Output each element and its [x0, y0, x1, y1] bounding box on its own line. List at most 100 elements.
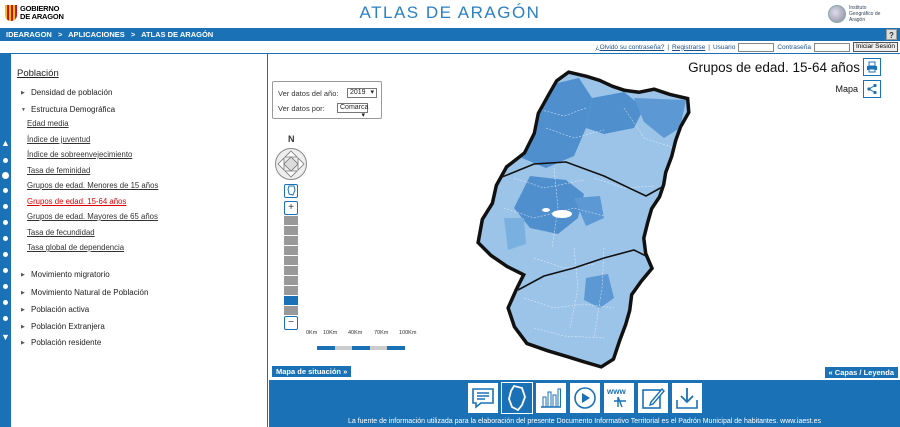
map-icon[interactable]: [501, 382, 533, 414]
footer-toolbar: www La fuente de información utilizada p…: [269, 380, 900, 427]
aragon-shield-icon: [5, 5, 17, 21]
breadcrumb-item-aplicaciones[interactable]: APLICACIONES: [68, 30, 125, 39]
password-label: Contraseña: [777, 43, 811, 51]
breadcrumb: IDEARAGON > APLICACIONES > ATLAS DE ARAG…: [0, 28, 900, 41]
north-label: N: [288, 134, 295, 144]
instituto-geografico-logo[interactable]: Instituto Geográfico de Aragón: [828, 3, 890, 25]
login-button[interactable]: Iniciar Sesión: [852, 42, 898, 52]
zoom-slider-step[interactable]: [284, 256, 298, 265]
zoom-slider-step[interactable]: [284, 286, 298, 295]
data-options-panel: Ver datos del año: 2019 ▾ Ver datos por: …: [272, 81, 382, 119]
zoom-slider-step[interactable]: [284, 226, 298, 235]
sidebar-link-edad-media[interactable]: Edad media: [27, 119, 69, 128]
breadcrumb-item-idearagon[interactable]: IDEARAGON: [6, 30, 52, 39]
map-subtitle: Mapa: [835, 84, 858, 94]
password-input[interactable]: [813, 42, 850, 52]
sidebar-item-poblacion-activa[interactable]: ▶ Población activa: [21, 305, 90, 314]
caret-right-icon: ▶: [21, 289, 25, 296]
tool-row: www: [467, 382, 703, 414]
layers-legend-button[interactable]: « Capas / Leyenda: [824, 367, 898, 378]
sidebar-scroll-rail: ▲ ▼: [0, 54, 11, 427]
by-label: Ver datos por:: [278, 104, 325, 113]
sidebar-item-poblacion-extranjera[interactable]: ▶ Población Extranjera: [21, 322, 105, 331]
sidebar-item-movimiento-migratorio[interactable]: ▶ Movimiento migratorio: [21, 270, 110, 279]
caret-right-icon: ▶: [21, 339, 25, 346]
zoom-slider[interactable]: [284, 216, 298, 315]
zoom-slider-step[interactable]: [284, 216, 298, 225]
aragon-map[interactable]: [474, 68, 704, 372]
edit-icon[interactable]: [637, 382, 669, 414]
rail-dot[interactable]: [3, 236, 8, 241]
forgot-password-link[interactable]: ¿Olvidó su contraseña?: [595, 43, 665, 51]
sidebar-link-tasa-fecundidad[interactable]: Tasa de fecundidad: [27, 228, 95, 237]
scroll-down-icon[interactable]: ▼: [1, 332, 10, 342]
sidebar-link-tasa-feminidad[interactable]: Tasa de feminidad: [27, 166, 91, 175]
rail-dot[interactable]: [3, 268, 8, 273]
app-title: ATLAS DE ARAGÓN: [359, 3, 541, 22]
sidebar-link-menores-15[interactable]: Grupos de edad. Menores de 15 años: [27, 181, 159, 190]
caret-right-icon: ▶: [21, 271, 25, 278]
zoom-slider-step[interactable]: [284, 276, 298, 285]
zoom-extent-icon[interactable]: [284, 184, 298, 198]
scale-label: 40Km: [348, 330, 363, 336]
zoom-slider-step[interactable]: [284, 306, 298, 315]
svg-text:www: www: [606, 387, 626, 396]
user-input[interactable]: [738, 42, 775, 52]
caret-down-icon: ▼: [21, 106, 26, 113]
inst-logo-line3: Aragón: [849, 17, 866, 23]
sidebar-link-indice-sobreenvejecimiento[interactable]: Índice de sobreenvejecimiento: [27, 150, 133, 159]
sidebar-link-15-64[interactable]: Grupos de edad. 15-64 años: [27, 197, 127, 206]
zoom-out-button[interactable]: −: [284, 316, 298, 330]
zoom-slider-step[interactable]: [284, 246, 298, 255]
by-select[interactable]: Comarca ▾: [337, 103, 368, 119]
caret-right-icon: ▶: [21, 89, 25, 96]
help-button[interactable]: ?: [886, 29, 897, 40]
breadcrumb-item-atlas[interactable]: ATLAS DE ARAGÓN: [141, 30, 214, 39]
map-title: Grupos de edad. 15-64 años: [688, 60, 860, 75]
print-icon[interactable]: [863, 58, 881, 76]
rail-dot[interactable]: [3, 220, 8, 225]
play-icon[interactable]: [569, 382, 601, 414]
inst-logo-line1: Instituto: [849, 5, 867, 11]
sidebar-section-title[interactable]: Población: [17, 68, 59, 79]
zoom-slider-step[interactable]: [284, 266, 298, 275]
text-icon[interactable]: [467, 382, 499, 414]
sidebar-item-estructura[interactable]: ▼ Estructura Demográfica: [21, 105, 116, 114]
situation-map-button[interactable]: Mapa de situación »: [272, 366, 352, 377]
zoom-in-button[interactable]: +: [284, 201, 298, 215]
rail-dot[interactable]: [3, 316, 8, 321]
gov-logo-line1: GOBIERNO: [20, 4, 60, 13]
register-link[interactable]: Registrarse: [672, 43, 706, 51]
rail-dot[interactable]: [3, 300, 8, 305]
rail-dot[interactable]: [3, 204, 8, 209]
sidebar-item-movimiento-natural[interactable]: ▶ Movimiento Natural de Población: [21, 288, 149, 297]
gobierno-aragon-logo[interactable]: GOBIERNO DE ARAGON: [5, 4, 75, 22]
chart-icon[interactable]: [535, 382, 567, 414]
scroll-up-icon[interactable]: ▲: [1, 138, 10, 148]
sidebar-link-mayores-65[interactable]: Grupos de edad. Mayores de 65 años: [27, 212, 158, 221]
year-select[interactable]: 2019 ▾: [347, 88, 377, 98]
scale-bar: [317, 346, 405, 350]
download-icon[interactable]: [671, 382, 703, 414]
globe-icon: [828, 5, 846, 23]
rail-dot[interactable]: [3, 188, 8, 193]
rail-dot[interactable]: [3, 252, 8, 257]
inst-logo-line2: Geográfico de: [849, 11, 881, 17]
scale-label: 70Km: [374, 330, 389, 336]
www-icon[interactable]: www: [603, 382, 635, 414]
rail-dot[interactable]: [3, 284, 8, 289]
gov-logo-line2: DE ARAGON: [20, 12, 64, 21]
pan-compass-icon[interactable]: [274, 147, 308, 181]
rail-dot[interactable]: [3, 158, 8, 163]
zoom-control: + −: [284, 184, 298, 330]
user-label: Usuario: [712, 43, 736, 51]
sidebar-link-indice-juventud[interactable]: Índice de juventud: [27, 135, 91, 144]
sidebar-link-tasa-dependencia[interactable]: Tasa global de dependencia: [27, 243, 125, 252]
zoom-slider-step[interactable]: [284, 236, 298, 245]
share-icon[interactable]: [863, 80, 881, 98]
sidebar-item-poblacion-residente[interactable]: ▶ Población residente: [21, 338, 102, 347]
sidebar-item-densidad[interactable]: ▶ Densidad de población: [21, 88, 113, 97]
zoom-slider-thumb[interactable]: [284, 296, 298, 305]
rail-dot-active[interactable]: [2, 172, 9, 179]
scale-label: 10Km: [323, 330, 338, 336]
